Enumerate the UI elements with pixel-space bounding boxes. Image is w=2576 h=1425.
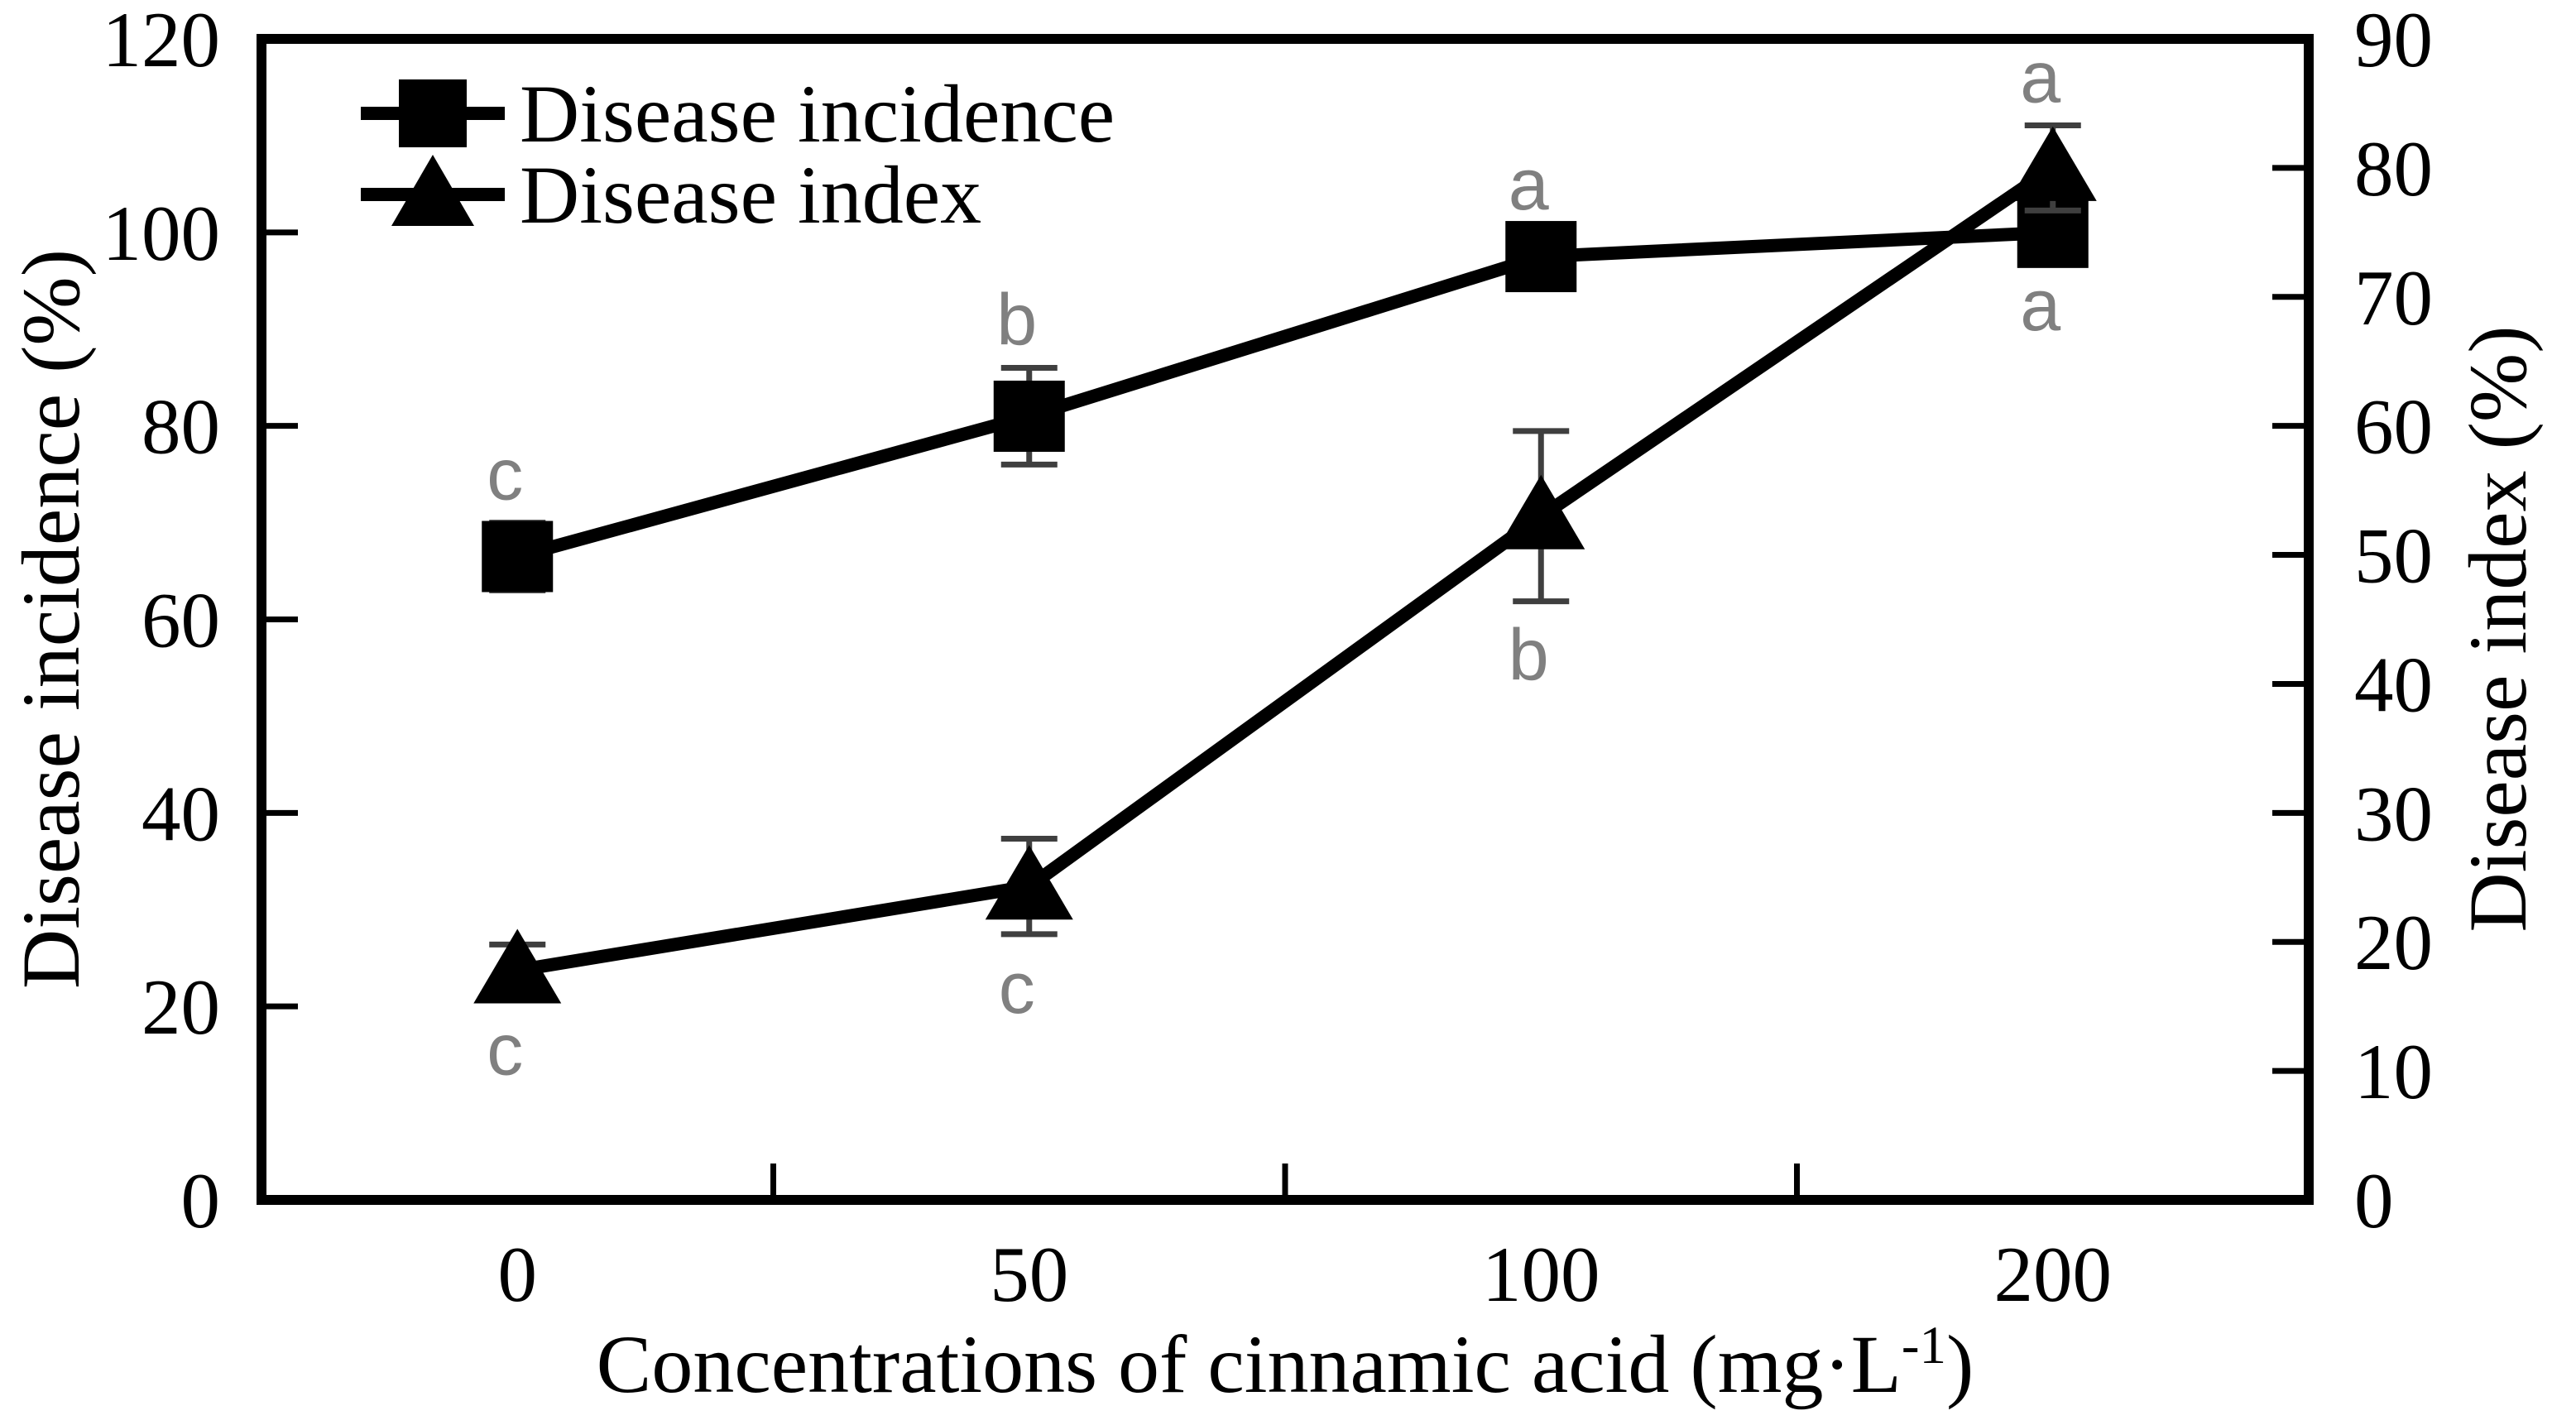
legend-label-disease-incidence: Disease incidence xyxy=(520,68,1115,160)
series-disease-incidence-marker xyxy=(1505,221,1577,293)
series-disease-index-line xyxy=(516,162,2057,977)
series-disease-index-marker xyxy=(2008,126,2097,201)
x-axis-category-label: 50 xyxy=(990,1231,1068,1318)
right-axis-tick-label: 40 xyxy=(2354,641,2433,728)
left-axis-tick-label: 40 xyxy=(142,770,220,857)
series-disease-index-marker xyxy=(1497,474,1585,549)
sig-letter-disease-index-200: a xyxy=(2020,36,2060,118)
right-axis-tick-label: 50 xyxy=(2354,512,2433,600)
left-axis-tick-label: 80 xyxy=(142,383,220,471)
series-disease-incidence-marker xyxy=(993,380,1065,452)
right-axis-tick-label: 20 xyxy=(2354,899,2433,986)
x-axis-category-label: 100 xyxy=(1482,1231,1600,1318)
x-axis-category-label: 0 xyxy=(498,1231,538,1318)
sig-letter-disease-incidence-0: c xyxy=(487,434,523,516)
left-axis-tick-label: 20 xyxy=(142,963,220,1051)
sig-letter-disease-index-100: b xyxy=(1509,614,1549,696)
plot-border xyxy=(257,34,2314,1205)
x-axis-title-superscript: -1 xyxy=(1902,1316,1946,1375)
legend-square-marker-icon xyxy=(399,79,467,147)
right-axis-tick-label: 90 xyxy=(2354,0,2433,84)
left-axis-title: Disease incidence (%) xyxy=(5,249,97,989)
right-axis-tick-label: 30 xyxy=(2354,770,2433,857)
right-axis-tick-label: 60 xyxy=(2354,383,2433,471)
sig-letter-disease-incidence-50: b xyxy=(996,279,1037,361)
legend-label-disease-index: Disease index xyxy=(520,149,981,241)
sig-letter-disease-incidence-200: a xyxy=(2020,264,2060,346)
right-axis-tick-label: 10 xyxy=(2354,1028,2433,1116)
series-disease-index-marker xyxy=(985,845,1073,920)
left-axis-tick-label: 100 xyxy=(103,190,221,277)
legend-item-disease-incidence: Disease incidence xyxy=(361,68,1115,160)
sig-letter-disease-index-50: c xyxy=(999,947,1035,1029)
sig-letter-disease-incidence-100: a xyxy=(1509,143,1549,225)
series-disease-incidence-line xyxy=(516,225,2054,564)
x-axis-title-close: ) xyxy=(1946,1318,1974,1410)
x-axis-title: Concentrations of cinnamic acid (mg·L-1) xyxy=(597,1316,1974,1410)
right-axis-tick-label: 70 xyxy=(2354,254,2433,342)
x-axis-category-label: 200 xyxy=(1994,1231,2113,1318)
right-axis-tick-label: 0 xyxy=(2354,1157,2394,1245)
right-axis-title: Disease index (%) xyxy=(2452,325,2544,932)
series-disease-index-marker xyxy=(473,928,562,1004)
series-disease-incidence-marker xyxy=(482,521,554,593)
left-axis-tick-label: 0 xyxy=(181,1157,221,1245)
x-axis-title-main: Concentrations of cinnamic acid (mg·L xyxy=(597,1318,1902,1410)
legend-item-disease-index: Disease index xyxy=(361,149,981,241)
legend-triangle-marker-icon xyxy=(391,155,474,226)
sig-letter-disease-index-0: c xyxy=(487,1009,523,1091)
left-axis-tick-label: 120 xyxy=(103,0,221,84)
right-axis-tick-label: 80 xyxy=(2354,125,2433,213)
left-axis-tick-label: 60 xyxy=(142,577,220,665)
